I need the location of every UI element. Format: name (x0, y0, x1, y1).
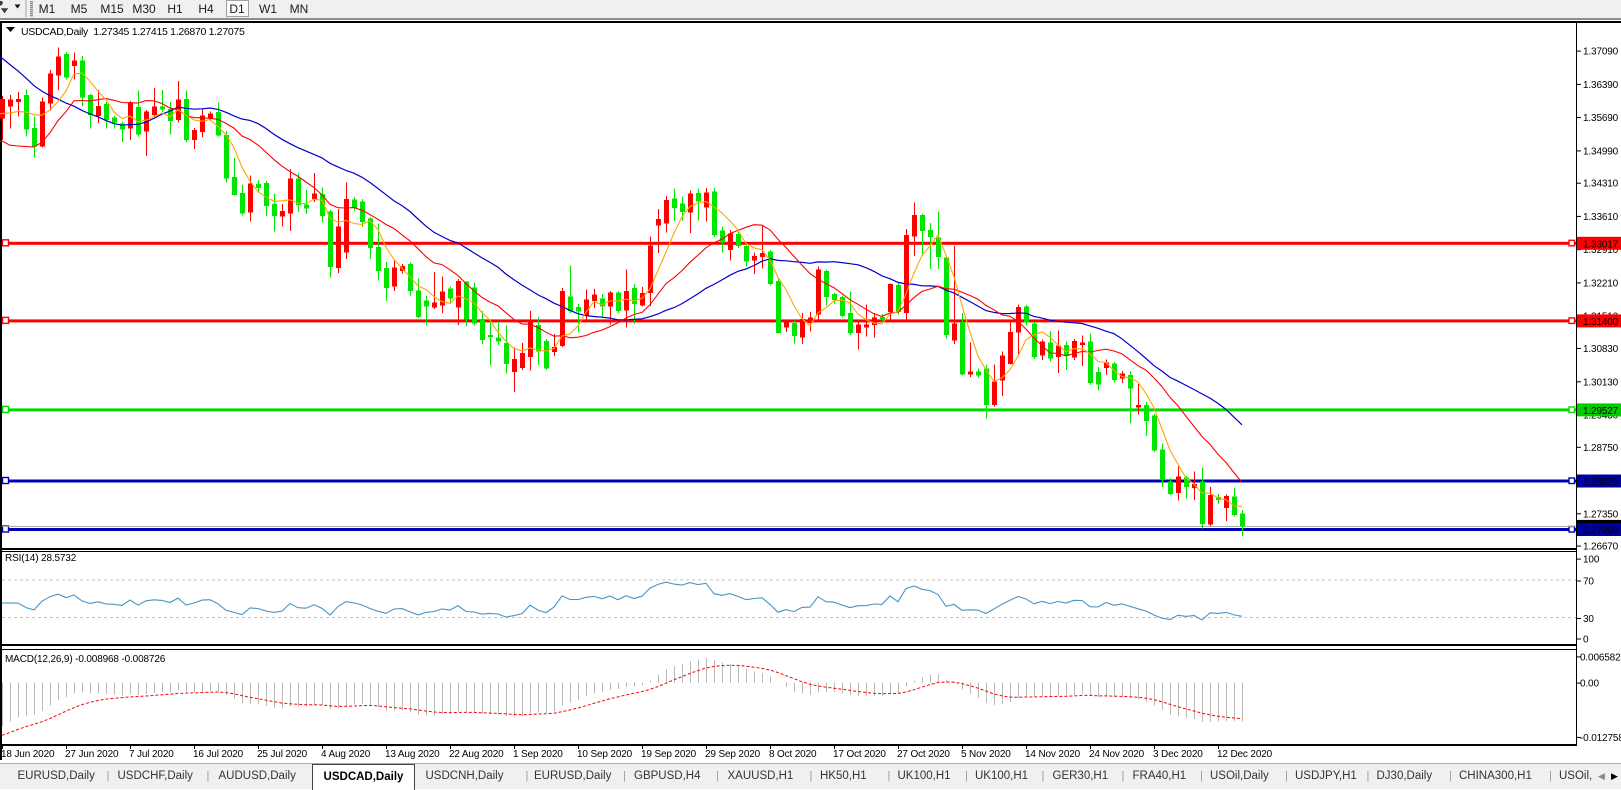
svg-text:1.34310: 1.34310 (1583, 179, 1619, 190)
svg-text:1.26670: 1.26670 (1583, 542, 1619, 553)
svg-text:17 Oct 2020: 17 Oct 2020 (833, 749, 886, 760)
svg-text:1.31400: 1.31400 (1583, 317, 1619, 328)
svg-text:1.33017: 1.33017 (1583, 239, 1619, 250)
svg-text:1.28029: 1.28029 (1583, 477, 1619, 488)
svg-text:14 Nov 2020: 14 Nov 2020 (1025, 749, 1081, 760)
svg-text:3 Dec 2020: 3 Dec 2020 (1153, 749, 1203, 760)
svg-text:22 Aug 2020: 22 Aug 2020 (449, 749, 504, 760)
svg-text:1.29430: 1.29430 (1583, 411, 1619, 422)
svg-text:MACD(12,26,9) -0.008968 -0.008: MACD(12,26,9) -0.008968 -0.008726 (5, 654, 166, 665)
svg-text:1.27350: 1.27350 (1583, 509, 1619, 520)
svg-text:12 Dec 2020: 12 Dec 2020 (1217, 749, 1273, 760)
svg-text:0.00: 0.00 (1580, 679, 1599, 690)
svg-text:29 Sep 2020: 29 Sep 2020 (705, 749, 761, 760)
svg-text:70: 70 (1583, 577, 1594, 588)
svg-text:1.31510: 1.31510 (1583, 312, 1619, 323)
svg-text:18 Jun 2020: 18 Jun 2020 (1, 749, 55, 760)
svg-text:1.32910: 1.32910 (1583, 245, 1619, 256)
svg-text:4 Aug 2020: 4 Aug 2020 (321, 749, 371, 760)
svg-text:24 Nov 2020: 24 Nov 2020 (1089, 749, 1145, 760)
svg-text:1.32210: 1.32210 (1583, 278, 1619, 289)
svg-text:25 Jul 2020: 25 Jul 2020 (257, 749, 308, 760)
svg-text:5 Nov 2020: 5 Nov 2020 (961, 749, 1011, 760)
svg-text:27 Oct 2020: 27 Oct 2020 (897, 749, 950, 760)
svg-text:USDCAD,Daily 1.27345 1.27415: USDCAD,Daily 1.27345 1.27415 1.26870 1.2… (21, 26, 245, 38)
svg-text:1 Sep 2020: 1 Sep 2020 (513, 749, 563, 760)
svg-text:1.36390: 1.36390 (1583, 80, 1619, 91)
svg-text:1.37090: 1.37090 (1583, 47, 1619, 58)
svg-text:1.28750: 1.28750 (1583, 443, 1619, 454)
svg-text:1.33610: 1.33610 (1583, 212, 1619, 223)
svg-text:100: 100 (1583, 555, 1600, 566)
svg-text:8 Oct 2020: 8 Oct 2020 (769, 749, 817, 760)
svg-text:1.29527: 1.29527 (1583, 406, 1619, 417)
svg-text:0.006582: 0.006582 (1580, 652, 1621, 663)
svg-text:16 Jul 2020: 16 Jul 2020 (193, 749, 244, 760)
svg-text:1.30830: 1.30830 (1583, 344, 1619, 355)
svg-text:RSI(14) 28.5732: RSI(14) 28.5732 (5, 553, 77, 564)
svg-text:1.28050: 1.28050 (1583, 476, 1619, 487)
svg-text:1.30130: 1.30130 (1583, 377, 1619, 388)
svg-text:-0.012758: -0.012758 (1580, 733, 1621, 744)
svg-text:13 Aug 2020: 13 Aug 2020 (385, 749, 440, 760)
svg-text:1.34990: 1.34990 (1583, 146, 1619, 157)
svg-text:1.35690: 1.35690 (1583, 113, 1619, 124)
svg-text:0: 0 (1583, 635, 1589, 646)
svg-text:1.27009: 1.27009 (1583, 526, 1619, 537)
svg-text:10 Sep 2020: 10 Sep 2020 (577, 749, 633, 760)
svg-text:30: 30 (1583, 614, 1594, 625)
svg-text:7 Jul 2020: 7 Jul 2020 (129, 749, 174, 760)
svg-text:19 Sep 2020: 19 Sep 2020 (641, 749, 697, 760)
svg-text:27 Jun 2020: 27 Jun 2020 (65, 749, 119, 760)
